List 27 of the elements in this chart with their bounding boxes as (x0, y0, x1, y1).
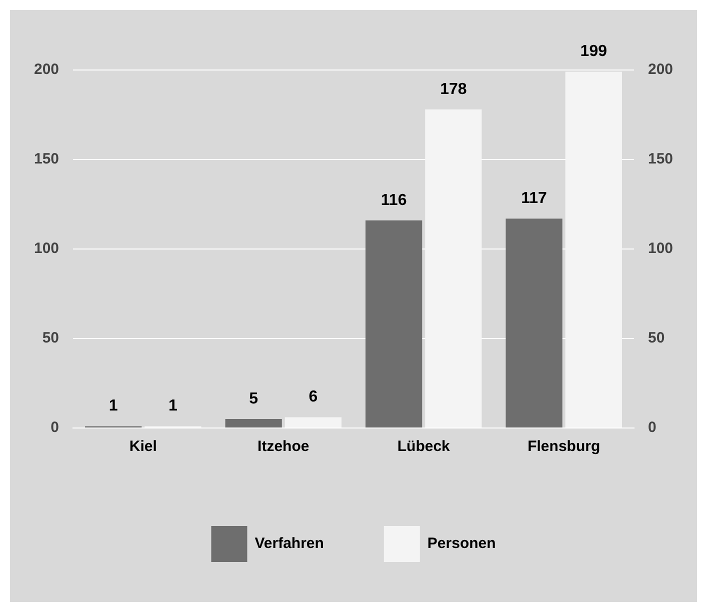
x-tick-label: Lübeck (397, 438, 451, 456)
data-label: 178 (440, 80, 467, 98)
y-tick-label: 150 (34, 150, 60, 168)
y2-tick-label: 50 (648, 330, 665, 347)
data-label: 1 (108, 398, 118, 415)
y2-tick-label: 200 (648, 61, 674, 78)
data-label: 6 (308, 388, 318, 406)
x-tick-label: Kiel (129, 438, 157, 456)
x-tick-label: Flensburg (528, 438, 600, 456)
y-tick-label: 50 (42, 330, 60, 347)
data-label: 199 (580, 43, 608, 60)
legend-label: Personen (427, 535, 496, 552)
y-tick-label: 100 (34, 240, 60, 258)
bar (506, 218, 562, 428)
data-label: 5 (249, 390, 258, 408)
data-label: 117 (521, 190, 548, 207)
data-label: 1 (168, 398, 178, 415)
bar (225, 419, 282, 428)
y-tick-label: 200 (34, 61, 60, 78)
y2-tick-label: 0 (648, 419, 656, 436)
y2-tick-label: 150 (648, 150, 674, 168)
y-tick-label: 0 (50, 419, 60, 436)
y2-tick-label: 100 (648, 240, 674, 258)
data-label: 116 (380, 192, 407, 209)
legend-label: Verfahren (254, 535, 324, 552)
bar (366, 220, 422, 428)
x-tick-label: Itzehoe (258, 438, 310, 456)
